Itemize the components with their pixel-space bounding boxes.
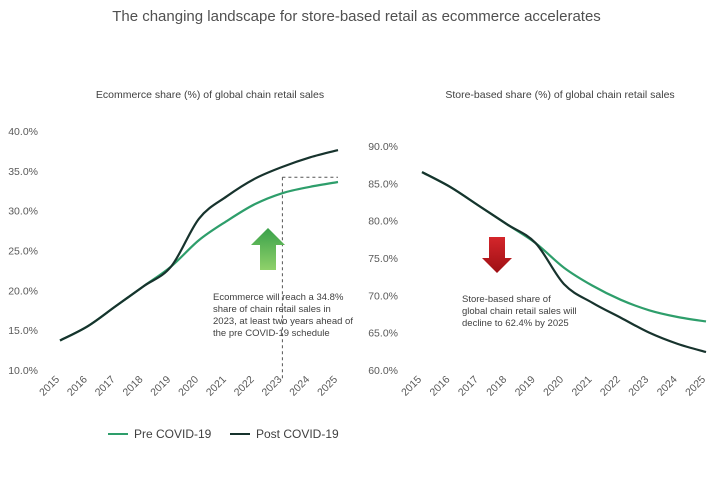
x-tick-label: 2024 [287, 374, 312, 399]
y-tick-label: 75.0% [368, 253, 398, 265]
x-tick-label: 2015 [37, 374, 62, 399]
legend-post-covid: Post COVID-19 [230, 427, 339, 441]
x-tick-label: 2023 [260, 374, 285, 399]
x-tick-label: 2016 [428, 374, 453, 399]
legend-pre-label: Pre COVID-19 [134, 427, 212, 441]
series-post-covid-line [59, 149, 339, 342]
x-tick-label: 2021 [570, 374, 595, 399]
y-tick-label: 25.0% [8, 246, 38, 258]
legend-pre-swatch [108, 432, 128, 436]
x-tick-label: 2020 [176, 374, 201, 399]
y-tick-label: 20.0% [8, 285, 38, 297]
y-tick-label: 40.0% [8, 126, 38, 138]
x-tick-label: 2017 [456, 374, 481, 399]
right-chart-title: Store-based share (%) of global chain re… [445, 89, 675, 101]
y-tick-label: 60.0% [368, 365, 398, 377]
y-tick-label: 65.0% [368, 328, 398, 340]
y-tick-label: 30.0% [8, 206, 38, 218]
x-tick-label: 2021 [204, 374, 229, 399]
legend-pre-covid: Pre COVID-19 [108, 427, 211, 441]
left-annotation: Ecommerce will reach a 34.8% share of ch… [213, 292, 353, 339]
right-chart: 60.0%65.0%70.0%75.0%80.0%85.0%90.0%2015 2… [368, 141, 708, 399]
x-tick-label: 2025 [683, 374, 708, 399]
left-chart: 10.0%15.0%20.0%25.0%30.0%35.0%40.0%2015 2… [8, 126, 340, 399]
x-tick-label: 2022 [598, 374, 623, 399]
y-tick-label: 90.0% [368, 141, 398, 153]
x-tick-label: 2016 [65, 374, 90, 399]
x-tick-label: 2018 [484, 374, 509, 399]
y-tick-label: 35.0% [8, 166, 38, 178]
y-tick-label: 85.0% [368, 178, 398, 190]
x-tick-label: 2019 [148, 374, 173, 399]
y-tick-label: 70.0% [368, 290, 398, 302]
legend-post-label: Post COVID-19 [256, 427, 339, 441]
main-title: The changing landscape for store-based r… [112, 8, 601, 25]
y-tick-label: 80.0% [368, 216, 398, 228]
arrow-up-icon [251, 228, 285, 270]
y-tick-label: 15.0% [8, 325, 38, 337]
y-tick-label: 10.0% [8, 365, 38, 377]
right-annotation: Store-based share of global chain retail… [462, 294, 577, 329]
series-post-covid-line [421, 171, 707, 354]
legend-post-swatch [230, 432, 250, 436]
left-chart-title: Ecommerce share (%) of global chain reta… [95, 89, 325, 101]
x-tick-label: 2023 [626, 374, 651, 399]
arrow-down-icon [482, 237, 512, 273]
x-tick-label: 2015 [399, 374, 424, 399]
x-tick-label: 2024 [655, 374, 680, 399]
x-tick-label: 2020 [541, 374, 566, 399]
x-tick-label: 2019 [513, 374, 538, 399]
x-tick-label: 2022 [232, 374, 257, 399]
x-tick-label: 2018 [121, 374, 146, 399]
x-tick-label: 2025 [315, 374, 340, 399]
x-tick-label: 2017 [93, 374, 118, 399]
